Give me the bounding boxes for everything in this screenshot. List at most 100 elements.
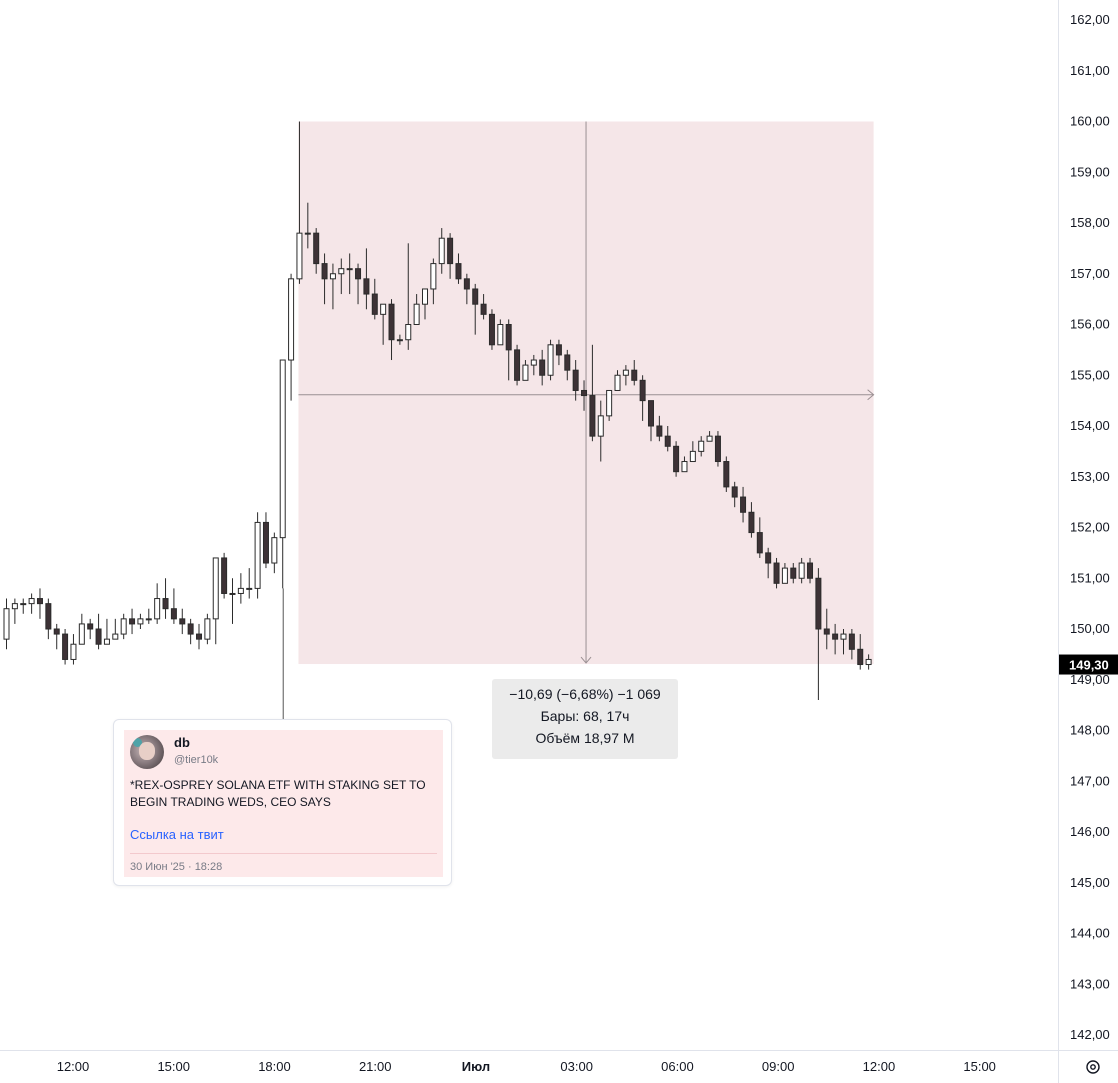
time-tick-label: 15:00	[157, 1059, 190, 1074]
price-tick-label: 155,00	[1070, 367, 1110, 382]
price-tick-label: 146,00	[1070, 824, 1110, 839]
candle-body	[3, 608, 10, 640]
candle-body	[137, 618, 144, 625]
price-tick-label: 156,00	[1070, 317, 1110, 332]
candle-body	[731, 486, 738, 498]
price-tick-label: 161,00	[1070, 63, 1110, 78]
price-tick-label: 162,00	[1070, 12, 1110, 27]
price-tick-label: 158,00	[1070, 215, 1110, 230]
tweet-card[interactable]: db @tier10k *REX-OSPREY SOLANA ETF WITH …	[113, 719, 452, 886]
candle-body	[129, 618, 136, 625]
candle-body	[36, 598, 43, 605]
candle-body	[321, 263, 328, 280]
candle-body	[413, 303, 420, 326]
candle-body	[145, 618, 152, 621]
time-tick-label: 12:00	[863, 1059, 896, 1074]
candle-body	[422, 288, 428, 305]
time-tick-label: 09:00	[762, 1059, 795, 1074]
candle-body	[229, 592, 236, 595]
measure-volume-text: Объём 18,97 M	[535, 730, 635, 746]
candle-body	[614, 374, 621, 391]
candle-body	[790, 567, 797, 579]
candle-body	[262, 521, 269, 564]
gear-icon[interactable]	[1084, 1058, 1102, 1076]
price-tick-label: 153,00	[1070, 469, 1110, 484]
candle-body	[815, 577, 822, 630]
candle-body	[505, 324, 512, 351]
price-tick-label: 143,00	[1070, 976, 1110, 991]
time-tick-label: 15:00	[963, 1059, 996, 1074]
candle-body	[756, 532, 763, 554]
candle-body	[338, 268, 345, 275]
candle-body	[522, 364, 529, 381]
candle-body	[396, 339, 403, 342]
candle-body	[765, 552, 772, 564]
candle-body	[539, 359, 546, 376]
candle-body	[363, 278, 370, 295]
price-tick-label: 142,00	[1070, 1027, 1110, 1042]
candle-body	[447, 237, 454, 265]
candle-body	[313, 232, 320, 265]
candle-body	[472, 288, 479, 305]
candle-body	[572, 369, 579, 391]
candle-body	[656, 425, 663, 437]
candles-layer	[3, 121, 872, 701]
measure-range-text: −10,69 (−6,68%) −1 069	[509, 686, 661, 702]
tweet-body: db @tier10k *REX-OSPREY SOLANA ETF WITH …	[124, 730, 443, 877]
candle-body	[112, 633, 119, 640]
candle-body	[865, 658, 872, 666]
candle-body	[748, 511, 755, 534]
candle-body	[70, 643, 77, 660]
candle-body	[714, 435, 721, 463]
candle-body	[597, 415, 604, 437]
candle-body	[857, 648, 864, 666]
avatar-detail	[133, 738, 142, 747]
tweet-author-name: db	[174, 735, 190, 750]
price-tick-label: 147,00	[1070, 773, 1110, 788]
time-tick-label: 18:00	[258, 1059, 291, 1074]
candle-body	[463, 278, 470, 290]
candle-body	[455, 263, 462, 280]
candle-body	[237, 587, 244, 594]
candle-body	[254, 521, 261, 589]
candle-body	[279, 359, 286, 539]
candle-body	[438, 237, 445, 265]
candle-body	[405, 324, 412, 341]
tweet-text: *REX-OSPREY SOLANA ETF WITH STAKING SET …	[130, 778, 426, 809]
candle-body	[430, 263, 437, 290]
candle-body	[639, 379, 646, 402]
candle-body	[547, 344, 554, 376]
measure-arrow-head-down	[580, 656, 592, 664]
candle-body	[840, 633, 847, 640]
price-tick-label: 159,00	[1070, 164, 1110, 179]
price-tick-label: 144,00	[1070, 926, 1110, 941]
candle-body	[807, 562, 814, 579]
candle-body	[11, 603, 18, 610]
candle-body	[371, 293, 378, 315]
candle-body	[53, 628, 60, 635]
time-tick-label: 21:00	[359, 1059, 392, 1074]
candle-body	[689, 450, 696, 463]
candle-body	[380, 303, 387, 315]
measure-info-box: −10,69 (−6,68%) −1 069 Бары: 68, 17ч Объ…	[492, 679, 678, 759]
candle-body	[204, 618, 211, 640]
time-tick-label: 06:00	[661, 1059, 694, 1074]
candle-body	[647, 400, 654, 427]
avatar	[130, 735, 164, 769]
candle-body	[179, 618, 186, 625]
candle-body	[564, 354, 571, 371]
tweet-link[interactable]: Ссылка на твит	[130, 827, 224, 842]
candle-body	[329, 273, 336, 280]
candle-body	[246, 587, 253, 590]
candle-body	[664, 435, 671, 447]
candle-body	[530, 359, 537, 366]
price-tick-label: 145,00	[1070, 875, 1110, 890]
candle-body	[673, 445, 680, 473]
candle-body	[271, 537, 278, 564]
candle-body	[848, 633, 855, 650]
candle-body	[170, 608, 177, 620]
price-tick-label: 160,00	[1070, 114, 1110, 129]
last-price-label: 149,30	[1069, 658, 1109, 673]
